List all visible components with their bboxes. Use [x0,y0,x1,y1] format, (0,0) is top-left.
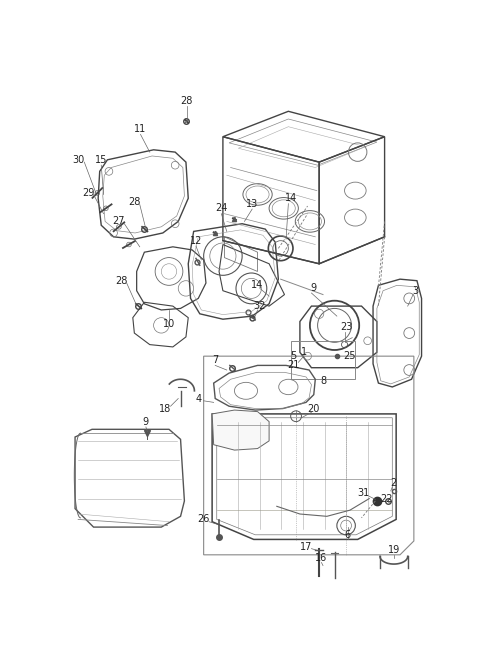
Text: 28: 28 [180,95,193,105]
Text: 29: 29 [82,188,95,198]
Text: 23: 23 [340,322,352,332]
Bar [291,341,355,379]
Text: 3: 3 [412,286,419,295]
Polygon shape [212,410,269,450]
Text: 2: 2 [391,478,397,488]
Text: 7: 7 [212,355,218,365]
Text: 26: 26 [197,515,210,524]
Text: 19: 19 [388,545,400,555]
Text: 1: 1 [300,347,307,357]
Text: 17: 17 [300,542,312,552]
Text: 10: 10 [163,319,175,329]
Text: 11: 11 [134,124,146,134]
Text: 15: 15 [95,155,108,164]
Text: 12: 12 [190,236,202,245]
Text: 9: 9 [143,417,149,426]
Text: 24: 24 [215,203,228,213]
Text: 22: 22 [380,494,392,503]
Text: 13: 13 [246,199,258,209]
Text: 14: 14 [252,280,264,290]
Text: 21: 21 [288,361,300,370]
Text: 31: 31 [357,488,369,498]
Text: 27: 27 [113,216,125,226]
Text: 16: 16 [315,553,327,563]
Text: 28: 28 [115,276,128,286]
Text: 8: 8 [320,376,326,386]
Text: 25: 25 [344,351,356,361]
Text: 4: 4 [195,393,201,403]
Text: 18: 18 [159,403,171,413]
Text: 14: 14 [285,193,297,203]
Text: 28: 28 [128,197,141,207]
Text: 5: 5 [290,351,297,361]
Text: 6: 6 [345,530,351,540]
Text: 9: 9 [311,284,317,293]
Text: 30: 30 [73,155,85,164]
Text: 32: 32 [253,301,266,311]
Text: 20: 20 [308,403,320,413]
